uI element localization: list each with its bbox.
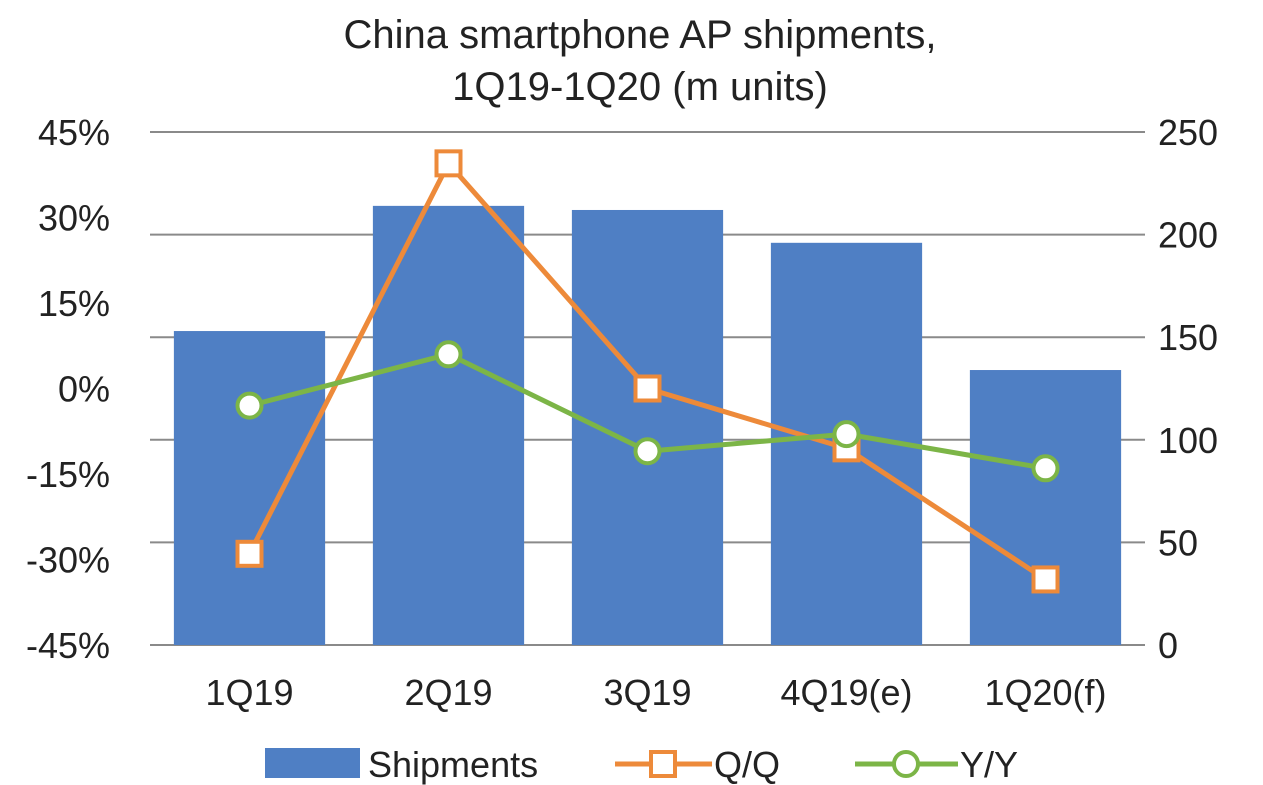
category-label: 4Q19(e) [780, 672, 912, 713]
legend-swatch-circle-marker [892, 750, 920, 778]
legend-item-yy: Y/Y [855, 744, 1018, 785]
category-label: 2Q19 [404, 672, 492, 713]
left-axis-tick-label: 0% [58, 369, 110, 410]
legend-label: Shipments [368, 744, 538, 785]
legend-item-shipments: Shipments [265, 744, 538, 785]
legend-swatch-bar [265, 748, 360, 778]
bar-shipments-1Q19 [173, 331, 326, 645]
legend-label: Q/Q [714, 744, 780, 785]
category-axis-labels: 1Q19 2Q19 3Q19 4Q19(e) 1Q20(f) [205, 672, 1106, 713]
right-axis-tick-label: 250 [1158, 112, 1218, 153]
marker-qq-point [633, 374, 662, 403]
right-axis-ticks: 250 200 150 100 50 0 [1158, 112, 1218, 666]
left-axis-tick-label: -15% [26, 454, 110, 495]
marker-yy-point [633, 437, 662, 466]
chart-title-line-2: 1Q19-1Q20 (m units) [452, 65, 828, 109]
marker-yy-point [1031, 454, 1060, 483]
line-series-group [235, 149, 1060, 594]
marker-yy-point [832, 420, 861, 449]
right-axis-tick-label: 50 [1158, 522, 1198, 563]
marker-yy-point [235, 391, 264, 420]
left-axis-tick-label: 45% [38, 112, 110, 153]
category-label: 1Q19 [205, 672, 293, 713]
line-series-YY [235, 340, 1060, 483]
right-axis-tick-label: 200 [1158, 215, 1218, 256]
bar-shipments-2Q19 [372, 205, 525, 645]
legend: Shipments Q/Q Y/Y [265, 744, 1018, 785]
left-axis-tick-label: 15% [38, 283, 110, 324]
right-axis-tick-label: 100 [1158, 420, 1218, 461]
legend-swatch-square-marker [649, 750, 677, 778]
marker-qq-point [434, 149, 463, 178]
marker-qq-point [1031, 565, 1060, 594]
left-axis-tick-label: 30% [38, 198, 110, 239]
right-axis-tick-label: 0 [1158, 625, 1178, 666]
category-label: 1Q20(f) [984, 672, 1106, 713]
legend-label: Y/Y [960, 744, 1018, 785]
marker-qq-point [235, 539, 264, 568]
marker-yy-point [434, 340, 463, 369]
legend-item-qq: Q/Q [615, 744, 780, 785]
left-axis-tick-label: -45% [26, 625, 110, 666]
category-label: 3Q19 [603, 672, 691, 713]
chart-title: China smartphone AP shipments, 1Q19-1Q20… [344, 13, 937, 109]
right-axis-tick-label: 150 [1158, 317, 1218, 358]
bar-shipments-1Q20(f) [969, 370, 1122, 645]
left-axis-tick-label: -30% [26, 540, 110, 581]
left-axis-ticks: 45% 30% 15% 0% -15% -30% -45% [26, 112, 110, 666]
chart-title-line-1: China smartphone AP shipments, [344, 13, 937, 57]
